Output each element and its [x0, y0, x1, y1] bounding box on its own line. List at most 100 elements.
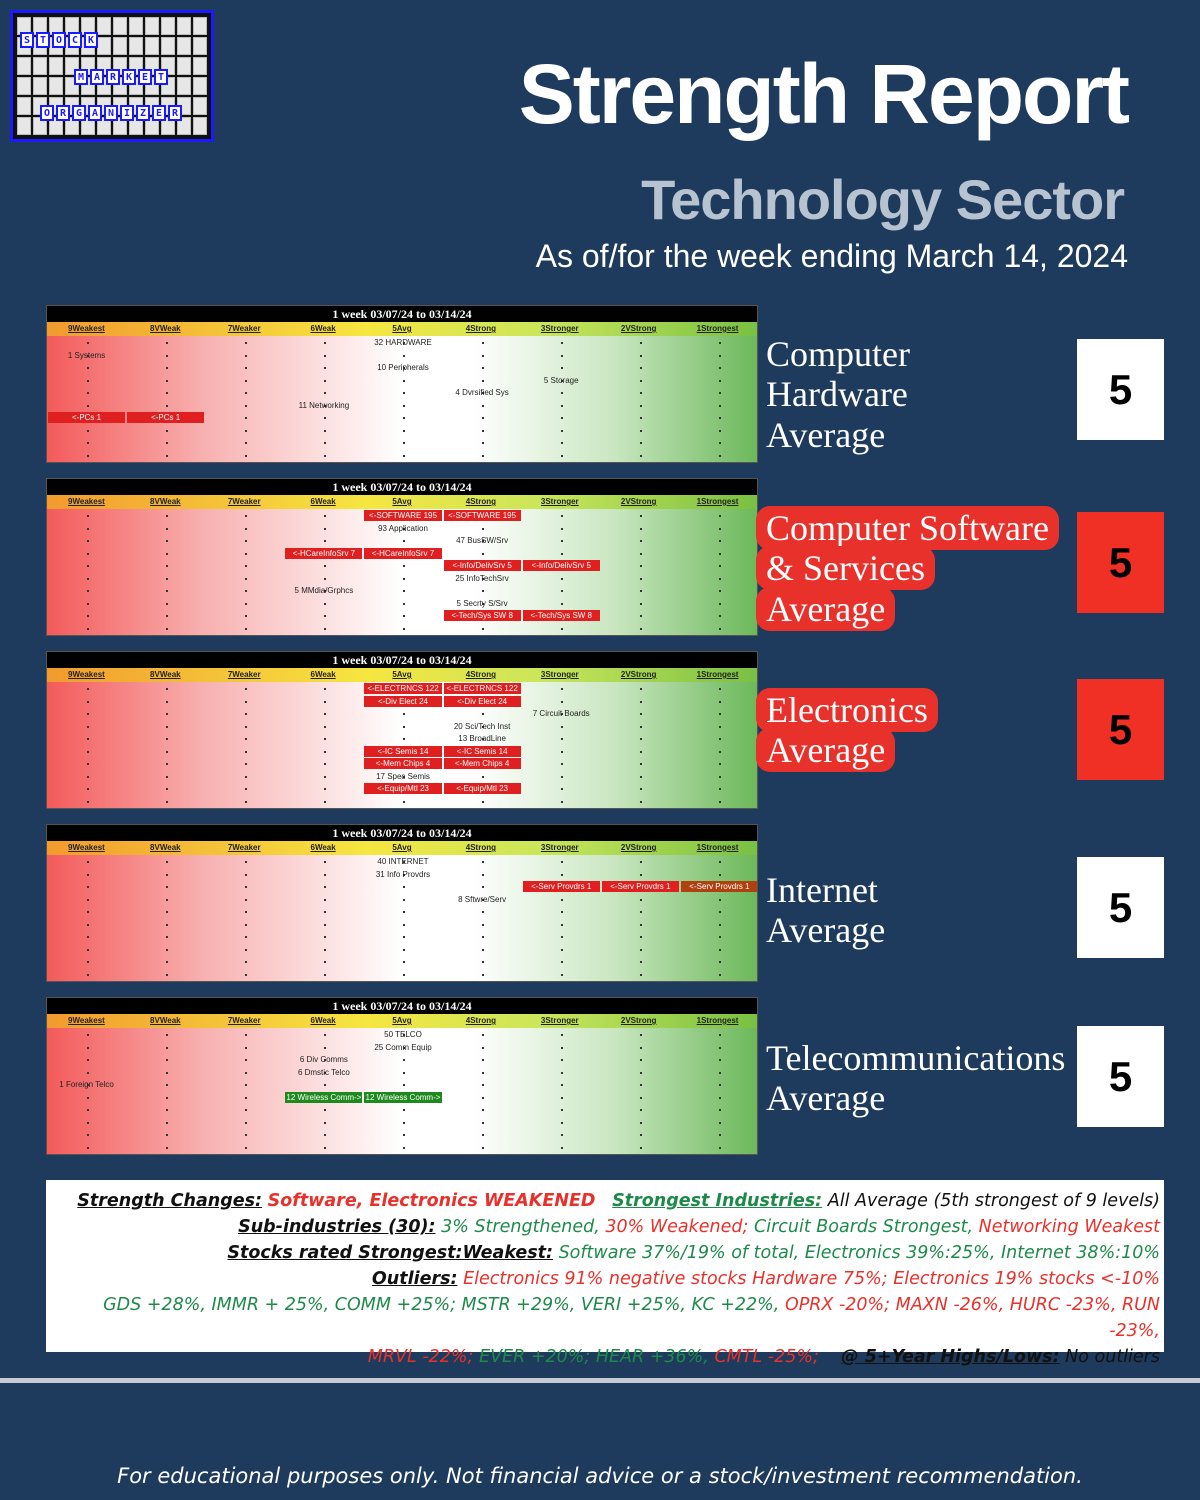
grid-dot [165, 540, 168, 542]
logo-cell [97, 37, 111, 55]
grid-dot [403, 1084, 405, 1086]
grid-dot [640, 590, 643, 592]
grid-dot [244, 615, 247, 617]
logo-letter: N [104, 105, 118, 121]
grid-dot [719, 1146, 722, 1149]
grid-dot [482, 1109, 485, 1111]
grid-dot [403, 392, 405, 394]
grid-dot [482, 1084, 485, 1086]
logo-letter: A [88, 105, 102, 121]
level-label: 2VStrong [620, 843, 657, 852]
grid-dot [640, 800, 643, 803]
grid-dot [323, 1109, 326, 1111]
grid-dot [403, 404, 405, 407]
grid-dot [482, 442, 485, 444]
industry-entry: 25 InfoTechSrv [455, 573, 509, 583]
grid-dot [403, 1034, 405, 1036]
grid-dot [640, 763, 643, 765]
grid-dot [561, 627, 564, 630]
sector-label-line: Average [766, 910, 886, 951]
grid-dot [86, 1134, 89, 1136]
grid-dot [482, 454, 485, 457]
grid-dot [640, 577, 643, 580]
stocks-rated-text: Software 37%/19% of total, Electronics 3… [558, 1243, 1160, 1263]
grid-dot [86, 1034, 89, 1036]
grid-dot [561, 1059, 564, 1061]
logo-letter: E [152, 105, 166, 121]
logo-letter: I [120, 105, 134, 121]
grid-dot [640, 615, 643, 617]
grid-dot [640, 1146, 643, 1149]
grid-dot [719, 1059, 722, 1061]
grid-dot [86, 713, 89, 715]
grid-dot [323, 738, 326, 740]
grid-dot [244, 750, 247, 753]
logo-cell [49, 77, 63, 95]
grid-dot [640, 788, 643, 790]
grid-dot [482, 552, 485, 555]
grid-dot [482, 577, 485, 580]
grid-dot [244, 861, 247, 863]
grid-dot [244, 565, 247, 567]
grid-dot [323, 973, 326, 976]
grid-dot [86, 429, 89, 432]
grid-dot [86, 1121, 89, 1124]
industry-entry: <-ELECTRNCS 122 [443, 683, 521, 694]
grid-dot [86, 750, 89, 753]
grid-dot [403, 1134, 405, 1136]
grid-dot [719, 1096, 722, 1099]
grid-dot [165, 342, 168, 344]
level-label: 3Stronger [540, 497, 579, 506]
logo-letter: S [20, 32, 34, 48]
panel-header: 1 week 03/07/24 to 03/14/24 [47, 479, 757, 495]
grid-dot [719, 898, 722, 901]
level-label: 9Weakest [68, 1016, 105, 1025]
grid-dot [561, 417, 564, 419]
logo-cell [33, 77, 47, 95]
outlier-losers-2: MRVL -22%; [367, 1347, 480, 1367]
logo-cell [177, 77, 191, 95]
grid-dot [323, 565, 326, 567]
grid-dot [244, 775, 247, 778]
grid-dot [482, 379, 485, 382]
grid-dot [640, 898, 643, 901]
grid-dot [323, 442, 326, 444]
grid-dot [244, 540, 247, 542]
grid-dot [640, 342, 643, 344]
level-label: 8VWeak [150, 1016, 181, 1025]
grid-dot [561, 973, 564, 976]
industry-entry: 31 Info Provdrs [375, 869, 431, 879]
industry-entry: <-Info/DelivSrv 5 [522, 560, 600, 571]
grid-dot [640, 565, 643, 567]
level-label: 6Weak [310, 324, 336, 333]
sector-label-line: Telecommunications [766, 1038, 1066, 1078]
industry-entry: 1 Systems [67, 350, 106, 360]
logo-letter: T [154, 69, 168, 85]
grid-dot [165, 775, 168, 778]
grid-dot [482, 911, 485, 913]
sector-label-3: Electronics Average [756, 688, 938, 773]
grid-dot [165, 1071, 168, 1074]
grid-dot [719, 354, 722, 357]
grid-dot [403, 417, 405, 419]
grid-dot [244, 442, 247, 444]
grid-dot [165, 404, 168, 407]
grid-dot [640, 367, 643, 369]
grid-dot [403, 775, 405, 778]
grid-dot [244, 417, 247, 419]
logo-cell [193, 97, 207, 115]
grid-dot [165, 738, 168, 740]
grid-dot [403, 738, 405, 740]
grid-dot [719, 527, 722, 530]
industry-entry: <-Div Elect 24 [443, 695, 521, 707]
grid-dot [561, 1121, 564, 1124]
grid-dot [323, 540, 326, 542]
grid-dot [561, 948, 564, 951]
grid-dot [719, 454, 722, 457]
logo-cell [97, 17, 111, 35]
grid-dot [561, 379, 564, 382]
grid-dot [86, 367, 89, 369]
logo-cell [145, 37, 159, 55]
industry-entry: 12 Wireless Comm-> [285, 1091, 363, 1103]
grid-dot [561, 392, 564, 394]
